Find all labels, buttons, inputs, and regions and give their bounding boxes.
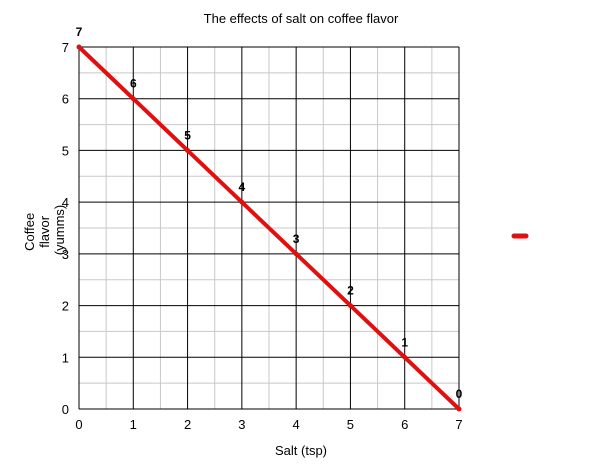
y-tick-label: 4 bbox=[62, 195, 69, 210]
x-tick-label: 4 bbox=[293, 417, 300, 432]
x-tick-label: 0 bbox=[75, 417, 82, 432]
data-label: 3 bbox=[293, 232, 300, 246]
y-tick-label: 6 bbox=[62, 92, 69, 107]
y-axis-label-line-2: flavor bbox=[37, 215, 52, 247]
data-point bbox=[456, 406, 462, 412]
data-label: 4 bbox=[239, 180, 246, 194]
chart-title: The effects of salt on coffee flavor bbox=[204, 11, 399, 26]
y-tick-label: 5 bbox=[62, 143, 69, 158]
data-label: 5 bbox=[184, 128, 191, 142]
data-label: 0 bbox=[456, 387, 463, 401]
data-point bbox=[293, 251, 299, 257]
x-tick-label: 1 bbox=[130, 417, 137, 432]
data-point bbox=[130, 96, 136, 102]
major-grid bbox=[78, 46, 460, 410]
series-line bbox=[77, 45, 461, 411]
data-point bbox=[76, 44, 82, 50]
data-labels: 7 6 5 4 3 2 1 0 bbox=[76, 25, 463, 401]
x-tick-label: 5 bbox=[347, 417, 354, 432]
data-label: 6 bbox=[130, 77, 137, 91]
data-label: 2 bbox=[347, 284, 354, 298]
series-layer bbox=[76, 44, 462, 412]
data-point bbox=[239, 199, 245, 205]
x-axis-label: Salt (tsp) bbox=[275, 443, 327, 458]
x-tick-label: 6 bbox=[401, 417, 408, 432]
y-tick-label: 0 bbox=[62, 402, 69, 417]
y-axis-label-line-3: (yumms) bbox=[52, 205, 67, 256]
x-axis-ticks: 0 1 2 3 4 5 6 7 bbox=[75, 417, 462, 432]
data-point bbox=[347, 303, 353, 309]
y-tick-label: 7 bbox=[62, 40, 69, 55]
x-tick-label: 2 bbox=[184, 417, 191, 432]
x-tick-label: 3 bbox=[238, 417, 245, 432]
data-label: 1 bbox=[401, 335, 408, 349]
y-axis-ticks: 0 1 2 3 4 5 6 7 bbox=[62, 40, 69, 417]
data-point bbox=[185, 147, 191, 153]
y-tick-label: 3 bbox=[62, 247, 69, 262]
data-point bbox=[402, 354, 408, 360]
data-label: 7 bbox=[76, 25, 83, 39]
y-tick-label: 1 bbox=[62, 350, 69, 365]
x-tick-label: 7 bbox=[455, 417, 462, 432]
y-axis-label: Coffee flavor (yumms) bbox=[22, 205, 67, 256]
y-tick-label: 2 bbox=[62, 299, 69, 314]
minor-grid bbox=[79, 47, 459, 409]
y-axis-label-line-1: Coffee bbox=[22, 213, 37, 251]
